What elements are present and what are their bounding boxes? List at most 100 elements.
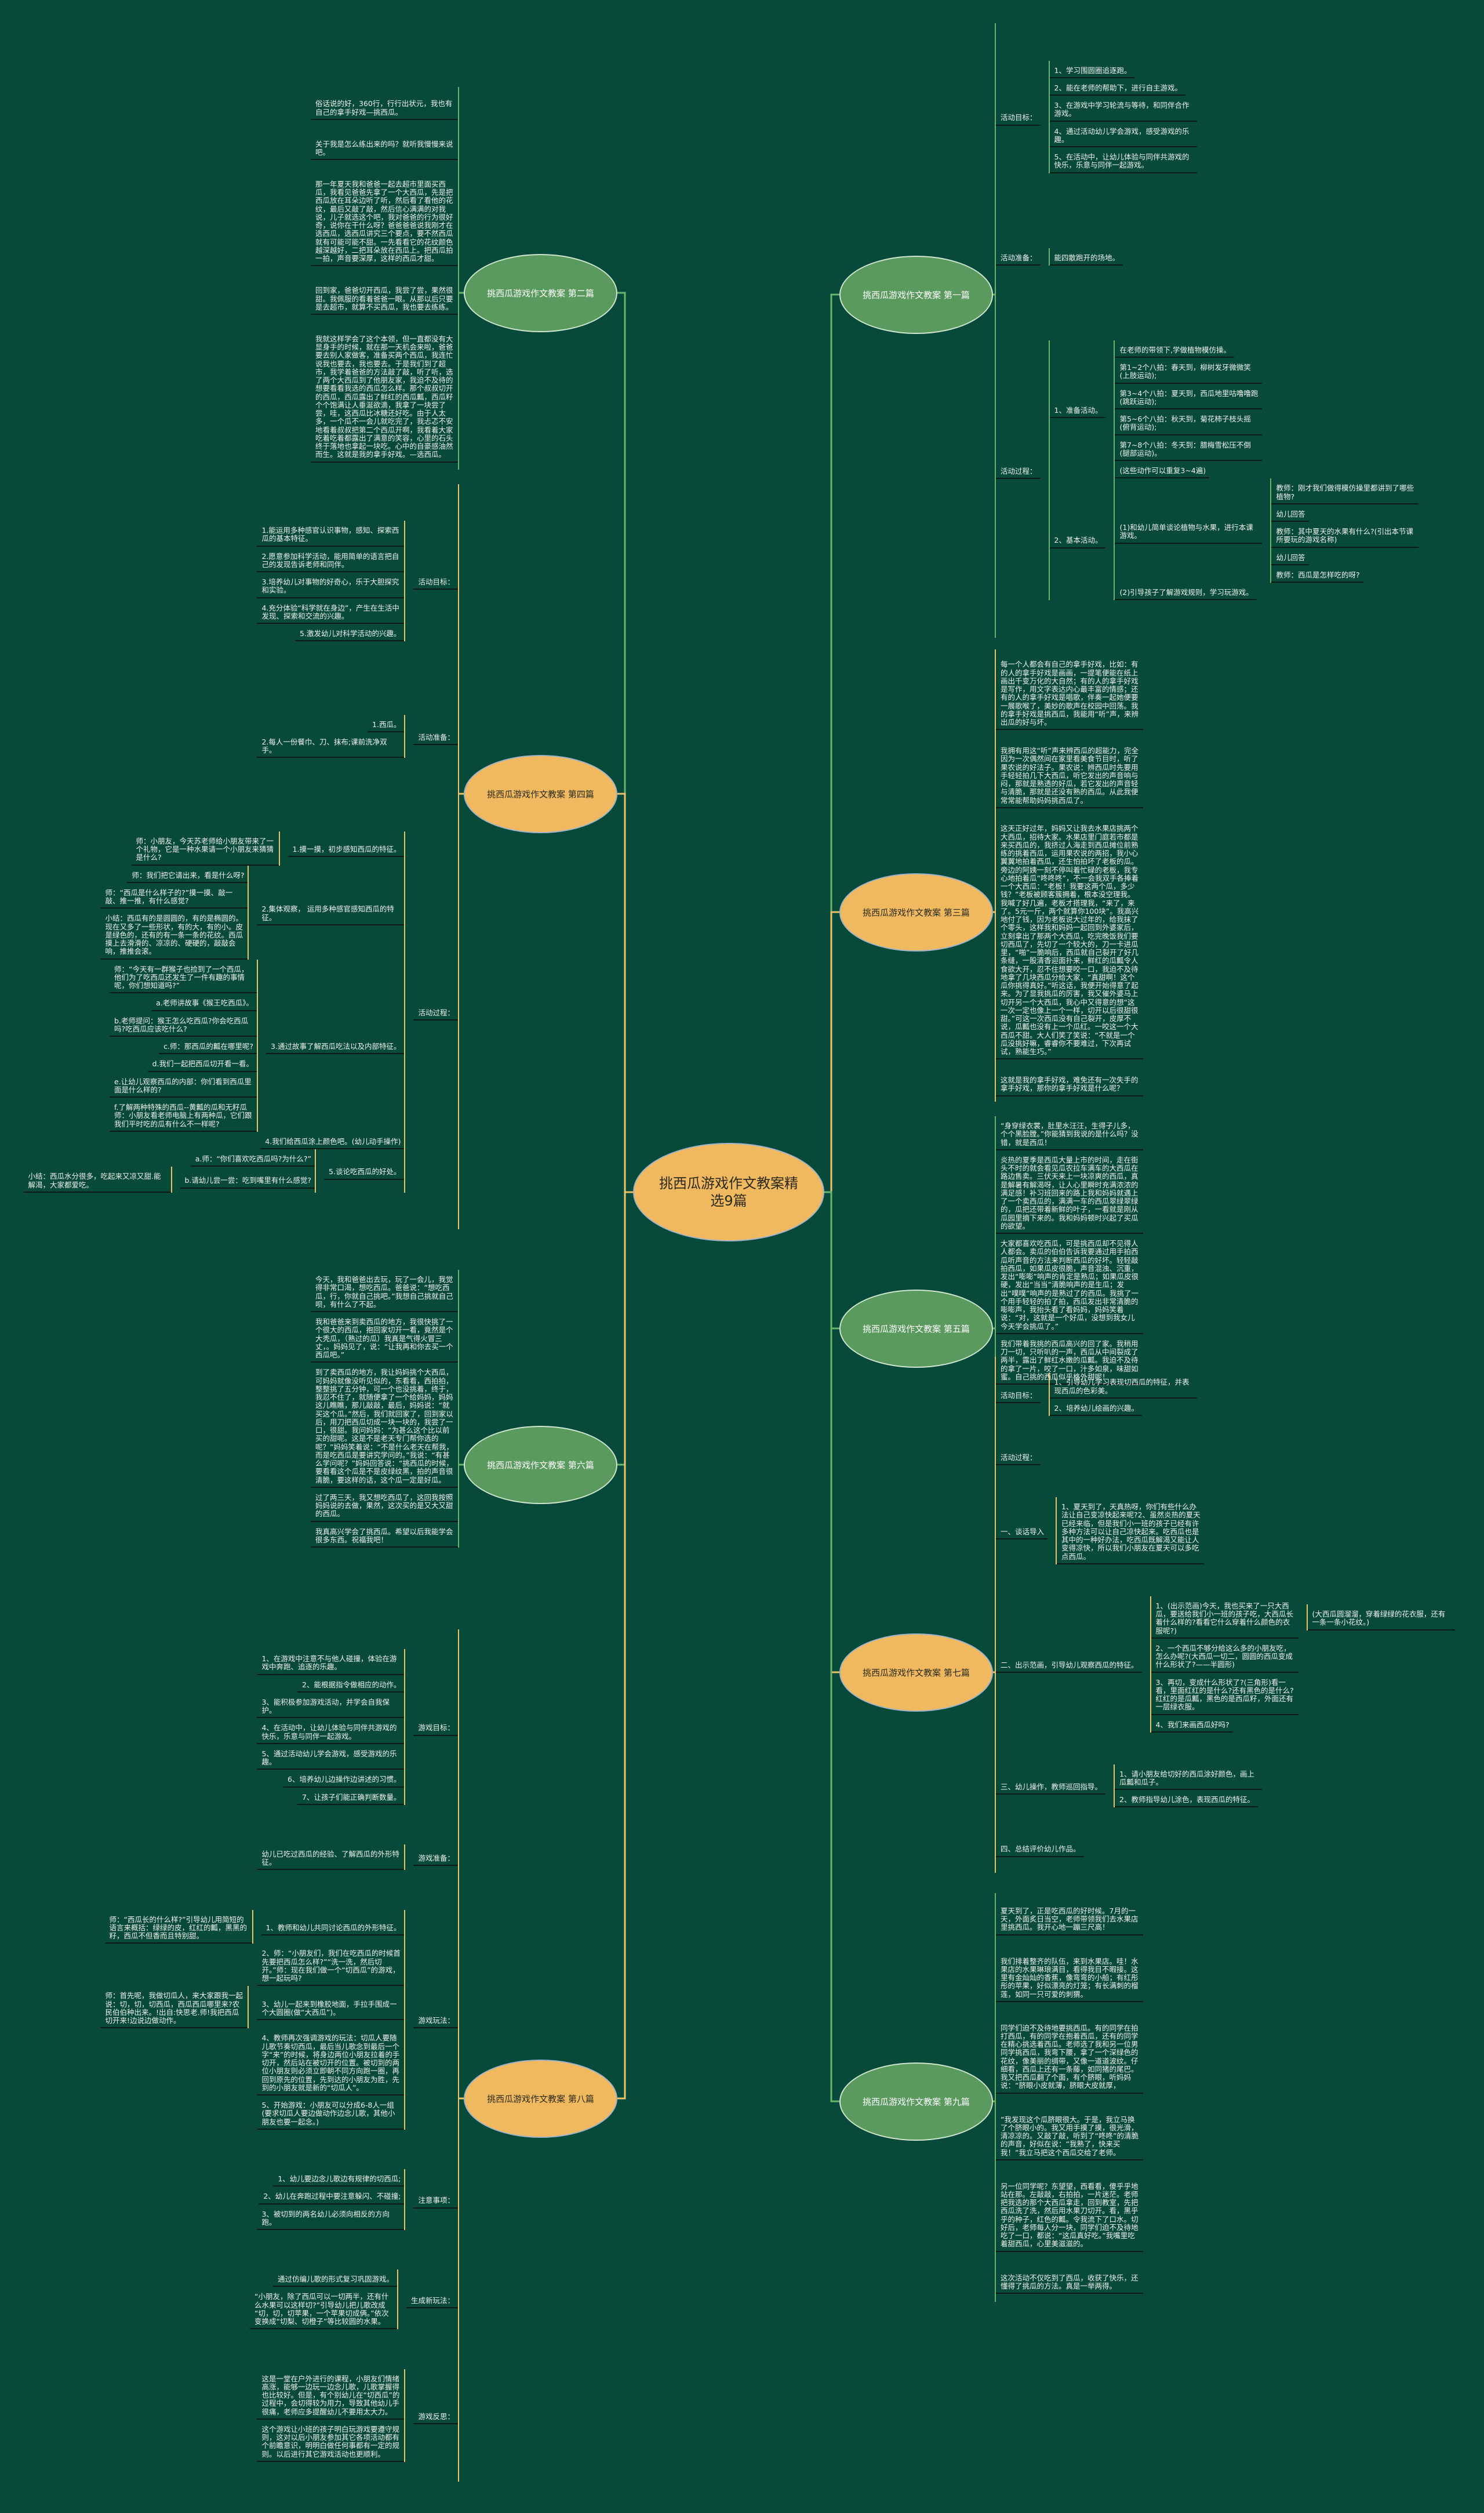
node-text: 3、在游戏中学习轮流与等待，和同伴合作游戏。 [1049,96,1197,122]
mindmap-leaf: 教师：西瓜是怎样吃的呀? [1271,565,1363,583]
node-text: 幼儿回答 [1271,548,1309,565]
child-nodes: 夏天到了，正是吃西瓜的好时候。7月的一天，外面炙日当空，老师带领我们去水果店里挑… [995,1893,1143,2302]
mindmap-leaf: 我和爸爸来到卖西瓜的地方，我很快挑了一个很大的西瓜，抱回家切开一看，竟然是个大秃… [311,1312,458,1363]
mindmap-leaf: 四、总结评价幼儿作品。 [996,1839,1084,1857]
branch-topic[interactable]: 挑西瓜游戏作文教案 第一篇 [839,256,993,334]
node-text: 4、在活动中，让幼儿体验与同伴共游戏的快乐，乐意与同伴一起游戏。 [257,1718,405,1744]
mindmap-leaf: a.老师讲故事《猴王吃西瓜》。 [151,993,257,1011]
node-text: 2、师：“小朋友们，我们在吃西瓜的时候首先要把西瓜怎么样?”“洗一洗，然后切开。… [257,1944,405,1987]
node-text: 这是一堂在户外进行的课程，小朋友们情绪高涨，能够一边玩一边念儿歌，儿歌掌握得也比… [257,2369,405,2420]
branch-topic-label: 挑西瓜游戏作文教案 第四篇 [487,789,594,800]
mindmap-leaf: 3、再切，变成什么形状了?(三角形)看一看，里面红红的是什么?还有黑色的是什么?… [1151,1673,1298,1715]
mindmap-leaf: “身穿绿衣裳，肚里水汪汪，生得子儿多，个个黑脸膛。”你能猜到我说的是什么吗？没错… [996,1116,1143,1150]
mindmap-leaf: 7、让孩子们能正确判断数量。 [297,1788,405,1805]
mindmap-leaf: 1、学习围圆圈追逐跑。 [1049,61,1135,78]
node-text: 3、再切，变成什么形状了?(三角形)看一看，里面红红的是什么?还有黑色的是什么?… [1151,1673,1298,1715]
node-text: 活动过程： [996,1448,1041,1466]
mindmap-leaf: 另一位同学呢？东望望，西看看，傻乎乎地站在那。左敲敲，右拍拍，一片迷茫。老师把我… [996,2177,1143,2252]
mindmap-leaf: 师：小朋友，今天苏老师给小朋友带来了一个礼物，它是一种水果请一个小朋友来猜猜是什… [131,831,279,866]
branch-topic[interactable]: 挑西瓜游戏作文教案 第九篇 [839,2062,993,2141]
branch-topic[interactable]: 挑西瓜游戏作文教案 第八篇 [464,2060,617,2138]
node-text: 一、谈话导入 [996,1522,1048,1540]
mindmap-leaf: 教师：刚才我们做得模仿操里都讲到了哪些植物? [1271,478,1419,504]
mindmap-leaf: (这些动作可以重复3~4遍) [1115,461,1210,479]
child-nodes: 师：首先呢，我做切瓜人，来大家跟我一起说：切，切，切西瓜，西瓜西瓜哪里来?农民伯… [100,1986,249,2029]
child-nodes: 1、幼儿要边念儿歌边有规律的切西瓜; 2、幼儿在奔跑过程中要注意躲闪、不碰撞; 3、… [257,2169,406,2231]
mindmap-leaf: 活动过程： [996,1448,1041,1466]
node-text: 活动目标： [996,1386,1041,1403]
mindmap-subtopic: 1、准备活动。 在老师的带领下,学做植物模仿操。 第1~2个八拍：春天到，柳树发牙微… [1049,340,1263,479]
node-text: 关于我是怎么练出来的吗？就听我慢慢来说吧。 [311,135,458,161]
mindmap-subtopic: 活动准备： 能四散跑开的场地。 [996,248,1123,266]
mindmap-subtopic: 游戏玩法： 1、教师和幼儿共同讨论西瓜的外形特征。 师：“西瓜长的什么样?”引导幼儿… [100,1909,458,2130]
mindmap-subtopic: 2.集体观察， 运用多种感官感知西瓜的特征。 师：我们把它请出来，看是什么呀? 师：… [100,865,405,960]
node-text: 幼儿已吃过西瓜的经验、了解西瓜的外形特征。 [257,1844,405,1871]
node-text: 回到家，爸爸切开西瓜，我尝了尝，果然很甜。我佩服的看着爸爸一眼。从那以后只要是去… [311,281,458,315]
node-text: 活动过程： [996,462,1041,480]
mindmap-subtopic: 活动过程： 1、准备活动。 在老师的带领下,学做植物模仿操。 第1~2个八拍：春天到，… [996,340,1419,601]
node-text: 第5~6个八拍：秋天到，菊花柿子枝头摇(俯背运动); [1115,409,1263,435]
child-nodes: 1.西瓜。 2.每人一份餐巾、刀、抹布;课前洗净双手。 [257,714,406,758]
child-nodes: 游戏目标： 1、在游戏中注意不与他人碰撞，体验在游戏中奔跑、追逐的乐趣。 2、能根据… [100,1629,459,2482]
mindmap-subtopic: 1、(出示范画)今天，我也买来了一只大西瓜，要送给我们小一班的孩子吃，大西瓜长着… [1151,1596,1455,1639]
node-text: 二、出示范画，引导幼儿观察西瓜的特征。 [996,1655,1142,1673]
node-text: 教师：刚才我们做得模仿操里都讲到了哪些植物? [1271,478,1419,504]
node-text: 我拥有用这“听”声来辨西瓜的超能力，完全因为一次偶然间在家里看美食节目时，听了果… [996,741,1143,808]
node-text: 1.能运用多种感官认识事物，感知、探索西瓜的基本特征。 [257,521,405,547]
mindmap-subtopic: 生成新玩法： 通过仿编儿歌的形式复习巩固游戏。 “小朋友，除了西瓜可以一切两半，还有… [249,2269,458,2330]
node-text: 生成新玩法： [406,2291,458,2308]
node-text: ”我发现这个瓜脐眼很大。于是，我立马换了个脐眼小的。我又用手摸了摸，很光滑，清凉… [996,2110,1143,2160]
mindmap-leaf: 2、能在老师的帮助下，进行自主游戏。 [1049,78,1185,96]
mindmap-leaf: 今天，我和爸爸出去玩，玩了一会儿，我觉得非常口渴，想吃西瓜。爸爸说：“想吃西瓜，… [311,1270,458,1312]
mindmap-leaf: 第1~2个八拍：春天到，柳树发牙微微笑(上肢运动); [1115,358,1263,384]
mindmap-leaf: 回到家，爸爸切开西瓜，我尝了尝，果然很甜。我佩服的看着爸爸一眼。从那以后只要是去… [311,281,458,315]
mindmap-subtopic: 游戏目标： 1、在游戏中注意不与他人碰撞，体验在游戏中奔跑、追逐的乐趣。 2、能根据… [257,1649,458,1805]
node-text: 4、教师再次强调游戏的玩法：切瓜人要随儿歌节奏切西瓜，最后当儿歌念到最后一个字“… [257,2028,405,2096]
branch-topic[interactable]: 挑西瓜游戏作文教案 第三篇 [839,873,993,952]
node-text: 能四散跑开的场地。 [1049,248,1123,266]
mindmap-leaf: 2、师：“小朋友们，我们在吃西瓜的时候首先要把西瓜怎么样?”“洗一洗，然后切开。… [257,1944,405,1987]
node-text: 4、通过活动幼儿学会游戏，感受游戏的乐趣。 [1049,122,1197,148]
branch-topic[interactable]: 挑西瓜游戏作文教案 第二篇 [464,254,617,332]
mindmap-leaf: 1、请小朋友给切好的西瓜涂好颜色，画上瓜瓤和瓜子。 [1115,1764,1263,1791]
mindmap-leaf: 过了两三天，我又想吃西瓜了，这回我按照妈妈说的去做，果然，这次买的是又大又甜的西… [311,1488,458,1522]
branch-topic[interactable]: 挑西瓜游戏作文教案 第六篇 [464,1426,617,1504]
branch-topic[interactable]: 挑西瓜游戏作文教案 第四篇 [464,755,617,833]
mindmap-leaf: 幼儿已吃过西瓜的经验、了解西瓜的外形特征。 [257,1844,405,1871]
node-text: 3.培养幼儿对事物的好奇心，乐于大胆探究和实验。 [257,572,405,598]
mindmap-leaf: 3、能积极参加游戏活动，并学会自我保护。 [257,1693,405,1719]
branch-subtree: 活动目标： 1、学习围圆圈追逐跑。 2、能在老师的帮助下，进行自主游戏。 3、在游戏中… [995,23,1419,638]
child-nodes: 俗话说的好，360行，行行出状元，我也有自己的拿手好戏—挑西瓜。 关于我是怎么练出… [311,87,459,470]
branch-subtree: “身穿绿衣裳，肚里水汪汪，生得子儿多，个个黑脸膛。”你能猜到我说的是什么吗？没错… [995,1116,1143,1385]
mindmap-leaf: 同学们迫不及待地要挑西瓜。有的同学在拍打西瓜，有的同学在抱着西瓜，还有的同学在精… [996,2018,1143,2094]
mindmap-leaf: 小结：西瓜有的是圆圆的，有的是椭圆的。现在又多了一些形状，有的大，有的小。皮是绿… [100,909,248,960]
mindmap-leaf: 2、培养幼儿绘画的兴趣。 [1049,1399,1142,1417]
child-nodes: (1)和幼儿简单谈论植物与水果，进行本课游戏。 教师：刚才我们做得模仿操里都讲到了… [1114,478,1419,601]
branch-subtree: 活动目标： 1、引导幼儿学习表现切西瓜的特征，并表现西瓜的色彩美。 2、培养幼儿绘画… [995,1357,1455,1873]
branch-topic[interactable]: 挑西瓜游戏作文教案 第五篇 [839,1290,993,1368]
mindmap-leaf: 关于我是怎么练出来的吗？就听我慢慢来说吧。 [311,135,458,161]
node-text: (这些动作可以重复3~4遍) [1115,461,1210,479]
mindmap-leaf: 通过仿编儿歌的形式复习巩固游戏。 [272,2269,397,2287]
child-nodes: 小结：西瓜水分很多，吃起来又凉又甜.能解渴，大家都爱吃。 [23,1167,172,1193]
child-nodes: 师：我们把它请出来，看是什么呀? 师：“西瓜是什么样子的?”摸一摸、敲一敲、推一推… [100,865,249,960]
mindmap-subtopic: 一、谈话导入 1、夏天到了，天真热呀，你们有些什么办法让自己变凉快起来呢?2、虽然… [996,1497,1205,1564]
mindmap-subtopic: 游戏准备： 幼儿已吃过西瓜的经验、了解西瓜的外形特征。 [257,1844,458,1871]
node-text: (2)引导孩子了解游戏规则，学习玩游戏。 [1115,583,1257,601]
mindmap-leaf: 第5~6个八拍：秋天到，菊花柿子枝头摇(俯背运动); [1115,409,1263,435]
mindmap-leaf: 4、通过活动幼儿学会游戏，感受游戏的乐趣。 [1049,122,1197,148]
node-text: 通过仿编儿歌的形式复习巩固游戏。 [272,2269,397,2287]
node-text: 教师：其中夏天的水果有什么?(引出本节课所要玩的游戏名称) [1271,522,1419,548]
mindmap-leaf: 1、夏天到了，天真热呀，你们有些什么办法让自己变凉快起来呢?2、虽然炎热的夏天已… [1057,1497,1205,1564]
node-text: 3、幼儿一起来到橡胶地面，手拉手围成一个大圆圈(做“大西瓜”)。 [257,1995,405,2021]
mindmap-leaf: 1、幼儿要边念儿歌边有规律的切西瓜; [273,2169,405,2187]
mindmap-subtopic: 5.谈论吃西瓜的好处。 a.师：“你们喜欢吃西瓜吗?为什么?” b.请幼儿尝一尝：吃… [23,1149,405,1193]
branch-topic[interactable]: 挑西瓜游戏作文教案 第七篇 [839,1633,993,1712]
node-text: 第1~2个八拍：春天到，柳树发牙微微笑(上肢运动); [1115,358,1263,384]
central-topic[interactable]: 挑西瓜游戏作文教案精选9篇 [633,1143,824,1241]
mindmap-leaf: 师：“今天有一群猴子也捡到了一个西瓜，他们为了吃西瓜还发生了一件有趣的事情呢，你… [110,960,257,994]
child-nodes: 师：小朋友，今天苏老师给小朋友带来了一个礼物，它是一种水果请一个小朋友来猜猜是什… [131,831,280,866]
mindmap-leaf: 6、培养幼儿边操作边讲述的习惯。 [283,1770,405,1788]
node-text: 我就这样学会了这个本领，但一直都没有大显身手的时候，就在那一天机会来啦，爸爸要去… [311,329,458,463]
node-text: e.让幼儿观察西瓜的内部：你们看到西瓜里面是什么样的? [110,1072,257,1098]
